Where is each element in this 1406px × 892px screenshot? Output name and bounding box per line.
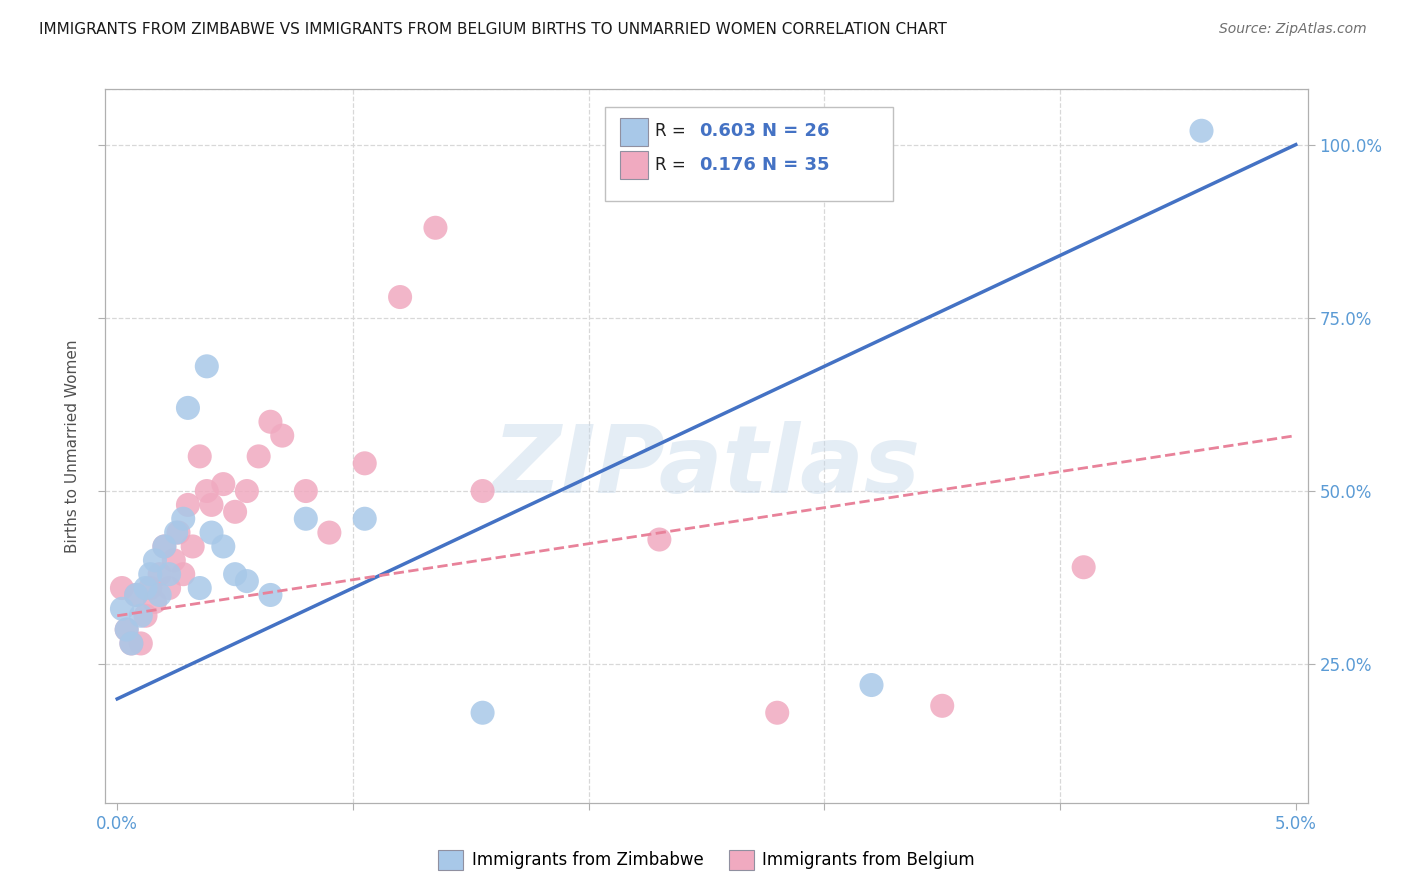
Point [149,588,172,602]
Point [125,588,148,602]
Point [236,574,259,588]
Point [115,623,138,637]
Text: R =: R = [655,156,692,174]
Point [188,450,211,464]
Point [143,553,166,567]
Point [143,595,166,609]
Text: N = 35: N = 35 [762,156,830,174]
Point [471,706,494,720]
Point [1191,124,1213,138]
Point [181,540,204,554]
Point [353,512,375,526]
Point [224,567,246,582]
Point [139,567,162,582]
Point [167,525,190,540]
Point [295,483,318,498]
Point [135,608,157,623]
Point [129,636,152,650]
Point [471,483,494,498]
Point [425,220,447,235]
Point [860,678,883,692]
Text: N = 26: N = 26 [762,122,830,140]
Text: 0.176: 0.176 [699,156,755,174]
Point [172,567,194,582]
Point [200,525,222,540]
Point [165,525,187,540]
Point [153,540,176,554]
Point [125,588,148,602]
Point [163,553,186,567]
Point [135,581,157,595]
Point [172,512,194,526]
Point [259,415,281,429]
Point [259,588,281,602]
Point [295,512,318,526]
Text: Source: ZipAtlas.com: Source: ZipAtlas.com [1219,22,1367,37]
Point [389,290,412,304]
Point [200,498,222,512]
Point [149,567,172,582]
Point [157,581,180,595]
Point [766,706,789,720]
Point [224,505,246,519]
Text: R =: R = [655,122,692,140]
Point [212,540,235,554]
Point [195,483,218,498]
Point [129,608,152,623]
Point [195,359,218,374]
Point [1073,560,1095,574]
Legend: Immigrants from Zimbabwe, Immigrants from Belgium: Immigrants from Zimbabwe, Immigrants fro… [432,843,981,877]
Text: 0.603: 0.603 [699,122,755,140]
Point [115,623,138,637]
Point [931,698,953,713]
Y-axis label: Births to Unmarried Women: Births to Unmarried Women [65,339,80,553]
Point [120,636,142,650]
Point [139,581,162,595]
Point [247,450,270,464]
Point [177,498,200,512]
Point [177,401,200,415]
Point [318,525,340,540]
Point [353,456,375,470]
Point [188,581,211,595]
Point [111,581,134,595]
Point [212,477,235,491]
Point [648,533,671,547]
Point [236,483,259,498]
Point [111,602,134,616]
Text: ZIPatlas: ZIPatlas [492,421,921,514]
Point [120,636,142,650]
Point [271,428,294,442]
Text: IMMIGRANTS FROM ZIMBABWE VS IMMIGRANTS FROM BELGIUM BIRTHS TO UNMARRIED WOMEN CO: IMMIGRANTS FROM ZIMBABWE VS IMMIGRANTS F… [39,22,948,37]
Point [157,567,180,582]
Point [153,540,176,554]
